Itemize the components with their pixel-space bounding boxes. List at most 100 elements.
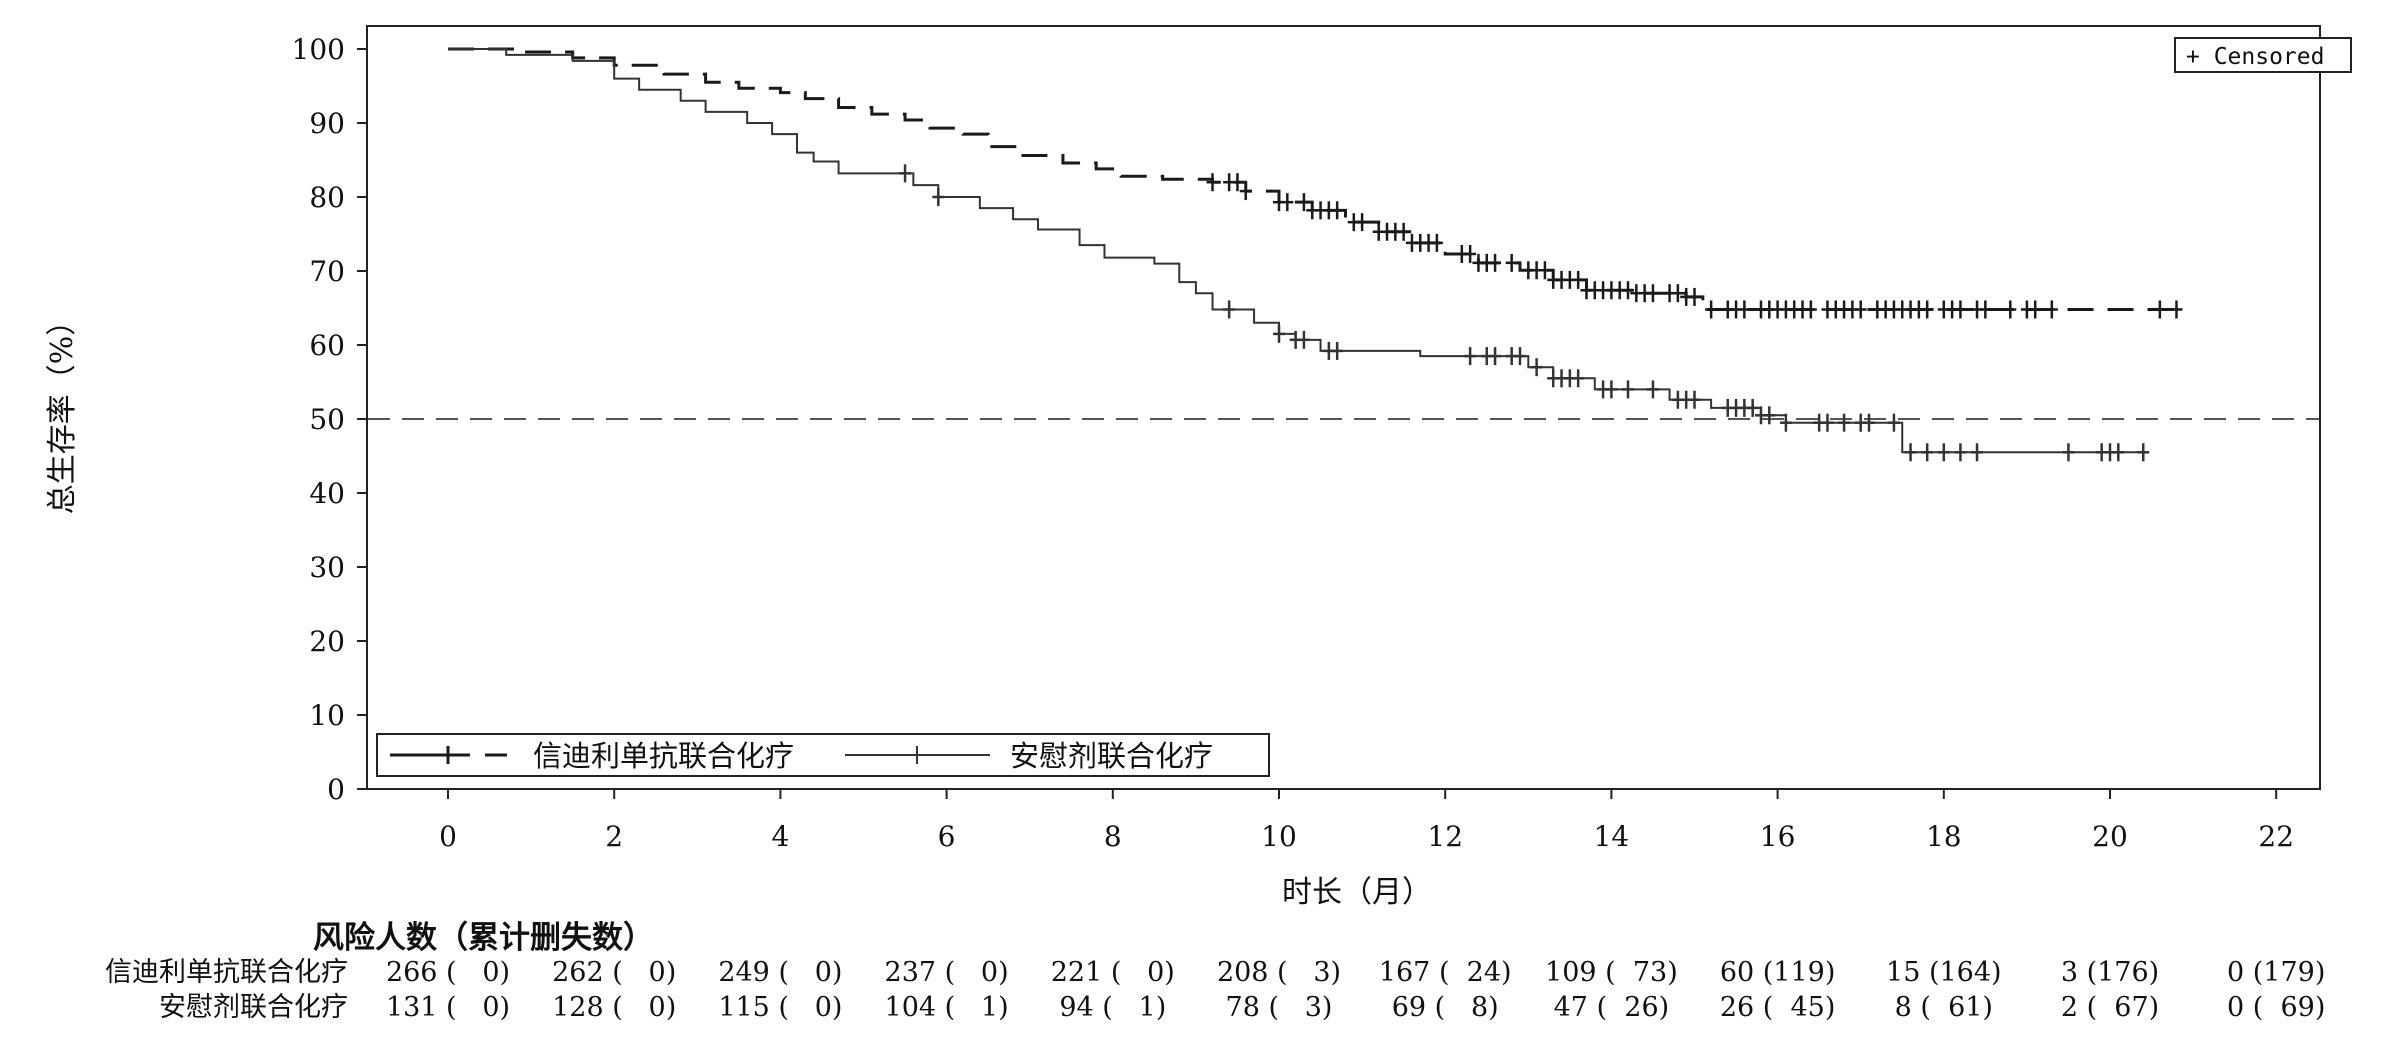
- censor-mark: [2004, 300, 2017, 319]
- km-curve-0: [448, 47, 2177, 311]
- x-tick-label: 6: [938, 820, 956, 853]
- x-tick-label: 20: [2092, 820, 2128, 853]
- censor-mark: [1530, 358, 1543, 377]
- risk-cell: 104 ( 1): [884, 992, 1009, 1023]
- risk-cell: 60 (119): [1719, 957, 1836, 988]
- risk-cell: 15 (164): [1886, 957, 2002, 988]
- censor-mark: [1572, 369, 1585, 388]
- risk-cell: 69 ( 8): [1391, 992, 1499, 1023]
- y-tick-label: 90: [309, 107, 345, 140]
- censor-mark: [1489, 253, 1502, 272]
- series-layer: [448, 47, 2183, 462]
- risk-cell: 221 ( 0): [1050, 957, 1175, 988]
- risk-cell: 249 ( 0): [718, 957, 843, 988]
- censor-mark: [1273, 324, 1285, 343]
- censor-mark: [1646, 284, 1659, 303]
- censor-mark: [2045, 300, 2058, 319]
- x-tick-label: 8: [1104, 820, 1122, 853]
- y-tick-label: 80: [309, 181, 345, 214]
- risk-cell: 0 ( 69): [2227, 992, 2326, 1023]
- x-tick-label: 0: [439, 820, 457, 853]
- censor-mark: [1954, 300, 1967, 319]
- risk-cell: 208 ( 3): [1216, 957, 1342, 988]
- x-tick-label: 22: [2258, 820, 2294, 853]
- x-tick-label: 14: [1594, 820, 1630, 853]
- censor-mark: [1622, 380, 1635, 399]
- x-tick-label: 2: [605, 820, 623, 853]
- censor-mark: [1281, 193, 1294, 212]
- risk-row-1: 安慰剂联合化疗 131 ( 0) 128 ( 0) 115 ( 0) 104 ( 1) 9…: [0, 990, 2390, 1026]
- risk-cell: 167 ( 24): [1378, 957, 1512, 988]
- censor-mark: [1854, 300, 1867, 319]
- censor-mark: [1206, 173, 1219, 192]
- risk-cell: 115 ( 0): [718, 992, 843, 1023]
- x-axis: 0 2 4 6 8 10 12 14 16 18 20 22: [439, 789, 2294, 853]
- censor-mark: [1887, 413, 1900, 432]
- risk-cell: 2 ( 67): [2060, 992, 2160, 1023]
- risk-cell: 8 ( 61): [1894, 992, 1993, 1023]
- censor-mark: [1464, 347, 1477, 366]
- censor-mark: [1297, 330, 1310, 349]
- censor-mark: [2153, 300, 2166, 319]
- censor-mark: [1971, 443, 1984, 462]
- censor-mark: [1937, 443, 1950, 462]
- risk-cell: 94 ( 1): [1059, 992, 1167, 1023]
- censor-mark: [2170, 300, 2183, 319]
- censored-legend-label: + Censored: [2186, 44, 2324, 70]
- x-tick-label: 12: [1427, 820, 1463, 853]
- y-tick-label: 100: [292, 33, 345, 66]
- risk-cell: 262 ( 0): [552, 957, 677, 988]
- censor-mark: [1746, 398, 1759, 417]
- censor-mark: [1297, 193, 1310, 212]
- censored-legend: + Censored: [2174, 37, 2352, 73]
- censor-mark: [2137, 443, 2150, 462]
- censor-mark: [1513, 347, 1526, 366]
- x-tick-label: 4: [771, 820, 789, 853]
- censor-mark: [1738, 300, 1751, 319]
- censor-mark: [1464, 244, 1477, 263]
- censor-mark: [899, 164, 912, 183]
- censor-mark: [1538, 261, 1551, 280]
- censor-mark: [1763, 406, 1776, 425]
- censor-mark: [1331, 341, 1344, 360]
- censor-mark: [1804, 300, 1817, 319]
- legend-symbol-placebo: [845, 746, 990, 764]
- censor-mark: [2062, 443, 2075, 462]
- censor-mark: [932, 188, 945, 206]
- censor-mark: [2112, 443, 2125, 462]
- risk-cell: 237 ( 0): [884, 957, 1009, 988]
- risk-cell: 109 ( 73): [1545, 957, 1678, 988]
- censor-mark: [1921, 443, 1934, 462]
- y-axis: 0 10 20 30 40 50 60 70 80 90 100: [292, 33, 367, 806]
- x-tick-label: 16: [1760, 820, 1796, 853]
- risk-cell: 26 ( 45): [1719, 992, 1836, 1023]
- y-tick-label: 10: [309, 699, 345, 732]
- y-tick-label: 20: [309, 625, 345, 658]
- x-tick-label: 18: [1926, 820, 1962, 853]
- censor-mark: [2029, 300, 2042, 319]
- risk-cell: 0 (179): [2227, 957, 2326, 988]
- y-tick-label: 30: [309, 551, 345, 584]
- censor-mark: [1223, 300, 1236, 319]
- censor-mark: [1863, 413, 1876, 432]
- legend-symbol-sintilimab: [390, 746, 507, 764]
- censor-mark: [1646, 380, 1659, 399]
- risk-cell: 47 ( 26): [1553, 992, 1670, 1023]
- x-tick-label: 10: [1261, 820, 1297, 853]
- censor-mark: [1821, 413, 1834, 432]
- y-tick-label: 60: [309, 329, 345, 362]
- x-axis-label: 时长（月）: [1282, 875, 1432, 910]
- censor-mark: [1779, 413, 1792, 432]
- censor-mark: [1979, 300, 1992, 319]
- censor-mark: [1904, 443, 1917, 462]
- y-tick-label: 0: [327, 773, 345, 806]
- censor-mark: [1505, 253, 1518, 272]
- censor-mark: [1605, 380, 1618, 399]
- km-curve-1: [448, 48, 2144, 454]
- censor-mark: [1705, 300, 1718, 319]
- censor-mark: [1489, 347, 1502, 366]
- legend-label-sintilimab: 信迪利单抗联合化疗: [533, 739, 794, 773]
- censor-mark: [1430, 233, 1443, 252]
- y-axis-label: 总生存率（%）: [45, 306, 80, 515]
- censor-mark: [1671, 284, 1684, 303]
